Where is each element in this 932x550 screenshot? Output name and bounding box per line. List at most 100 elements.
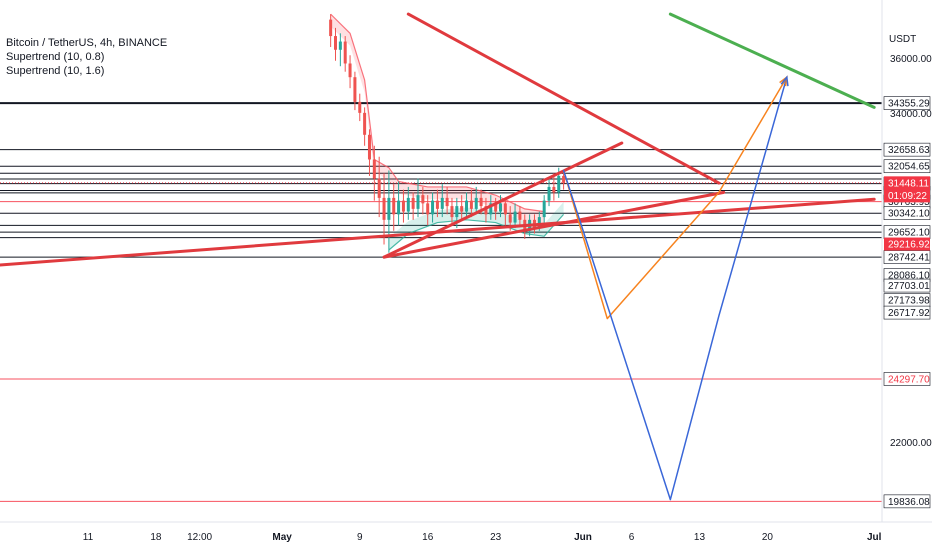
time-tick-label: May (272, 532, 292, 543)
supertrend-fill (330, 14, 545, 224)
candle-body (494, 203, 498, 212)
price-level-label: 29652.10 (888, 228, 930, 239)
candle-body (547, 186, 551, 201)
candle-body (431, 200, 435, 215)
current-price-label-countdown: 01:09:22 (888, 191, 927, 202)
time-axis[interactable]: 11 18 12:00 May 9 16 23 Jun 6 13 20 Jul (83, 532, 882, 543)
candle-body (450, 206, 454, 218)
candle-body (489, 203, 493, 215)
price-level-label: 28086.10 (888, 271, 930, 282)
time-tick-label: Jul (867, 532, 882, 543)
time-tick-label: 18 (150, 532, 162, 543)
candle-body (542, 200, 546, 218)
candle-body (469, 200, 473, 209)
triangle-lower (382, 190, 726, 259)
time-tick-label: 23 (490, 532, 502, 543)
time-tick-label: 13 (694, 532, 706, 543)
candlesticks (329, 14, 566, 253)
candle-body (508, 214, 512, 223)
candle-body (557, 175, 561, 193)
price-level-label-bg (883, 206, 931, 220)
candle-body (479, 197, 483, 207)
arrowhead (780, 75, 789, 87)
price-level-label-bg (883, 159, 931, 174)
candle-body (474, 197, 478, 209)
time-tick-label: 12:00 (187, 532, 212, 543)
price-level-label: 27703.01 (888, 281, 930, 292)
time-tick-label: 6 (629, 532, 635, 543)
price-tick-label: 36000.00 (890, 54, 932, 65)
indicator-supertrend-1[interactable]: Supertrend (10, 0.8) (6, 51, 105, 63)
support-level-label-bg (884, 237, 930, 251)
candle-body (367, 134, 371, 160)
candle-body (372, 159, 376, 179)
blue-projection (562, 76, 788, 501)
indicator-supertrend-2[interactable]: Supertrend (10, 1.6) (6, 65, 105, 77)
candle-body (518, 211, 522, 220)
candle-body (513, 211, 517, 223)
candle-body (416, 195, 420, 209)
candle-body (392, 197, 396, 215)
price-level-label: 19836.08 (888, 497, 930, 508)
current-price-label-bg (884, 176, 930, 203)
candle-body (426, 203, 430, 215)
time-tick-label: Jun (574, 532, 592, 543)
candle-body (445, 197, 449, 207)
current-price-label: 31448.11 (888, 178, 929, 189)
chart-legend: Bitcoin / TetherUS, 4h, BINANCE Supertre… (6, 36, 167, 78)
candle-body (363, 112, 367, 135)
candle-body (334, 36, 337, 50)
candle-body (503, 203, 507, 215)
price-level-label-bg (883, 494, 931, 509)
candle-body (460, 206, 464, 212)
price-level-label: 24297.70 (888, 374, 930, 385)
orange-projection (562, 76, 788, 320)
candle-body (411, 197, 415, 209)
candle-body (499, 203, 502, 212)
candle-body (348, 63, 352, 78)
candle-body (382, 197, 386, 220)
support-level-label: 29216.92 (888, 240, 930, 251)
price-level-label: 30342.10 (888, 209, 930, 220)
candle-body (401, 200, 405, 212)
price-level-label: 28742.41 (888, 253, 930, 264)
price-level-label: 32054.65 (888, 162, 930, 173)
candle-body (440, 197, 444, 209)
candle-body (421, 195, 425, 204)
candle-body (537, 217, 541, 229)
candle-body (343, 41, 347, 64)
price-axis[interactable]: 36000.00 34000.00 22000.00 34355.29 32658.63… (883, 54, 932, 509)
candle-body (377, 178, 381, 198)
descending-red (406, 12, 721, 185)
price-level-label: 30763.95 (888, 197, 930, 208)
candle-body (338, 41, 342, 50)
price-level-label-bg (883, 250, 931, 264)
candle-body (406, 197, 410, 212)
currency-label: USDT (889, 34, 916, 45)
price-level-label: 32658.63 (888, 145, 930, 156)
supertrend-line (388, 213, 565, 251)
long-red-trendline (0, 197, 876, 267)
price-level-label-bg (883, 305, 931, 320)
triangle-upper (382, 141, 624, 259)
time-tick-label: 20 (762, 532, 774, 543)
price-level-label-bg (883, 142, 931, 157)
candle-body (387, 197, 391, 220)
candle-body (358, 101, 362, 113)
candle-body (397, 200, 401, 215)
price-tick-label: 22000.00 (890, 438, 932, 449)
candle-body (484, 206, 488, 215)
price-level-label: 34355.29 (888, 99, 930, 110)
time-tick-label: 9 (357, 532, 363, 543)
price-level-label-bg (883, 278, 931, 293)
candle-body (455, 206, 459, 218)
candle-body (353, 77, 357, 102)
drawn-lines (0, 12, 876, 501)
time-tick-label: 11 (83, 532, 94, 543)
chart-title: Bitcoin / TetherUS, 4h, BINANCE (6, 37, 168, 49)
price-level-label: 26717.92 (888, 308, 930, 319)
price-level-label: 27173.98 (888, 296, 930, 307)
candle-body (435, 200, 439, 209)
